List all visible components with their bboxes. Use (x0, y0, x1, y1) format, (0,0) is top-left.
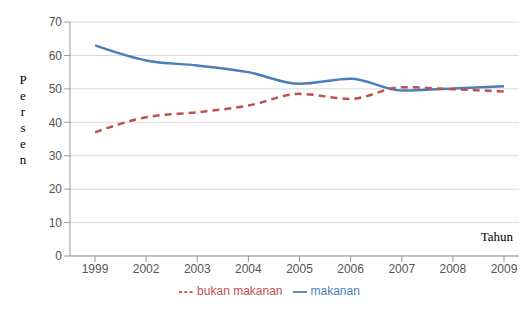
html-text:e: e (20, 88, 26, 103)
svg-text:10: 10 (49, 216, 63, 230)
svg-text:2002: 2002 (133, 262, 160, 276)
svg-text:2003: 2003 (184, 262, 211, 276)
svg-text:2008: 2008 (440, 262, 467, 276)
svg-text:2004: 2004 (235, 262, 262, 276)
svg-text:40: 40 (49, 116, 63, 130)
svg-text:2007: 2007 (388, 262, 415, 276)
svg-text:30: 30 (49, 149, 63, 163)
html-text:s: s (20, 120, 26, 135)
svg-text:2006: 2006 (337, 262, 364, 276)
html-text:bukan makanan: bukan makanan (197, 284, 283, 298)
svg-text:2009: 2009 (491, 262, 518, 276)
html-text:n: n (19, 152, 27, 167)
html-text:r: r (20, 104, 26, 119)
svg-text:50: 50 (49, 82, 63, 96)
html-text:makanan: makanan (310, 284, 360, 298)
svg-text:2005: 2005 (286, 262, 313, 276)
svg-text:70: 70 (49, 15, 63, 29)
svg-text:1999: 1999 (82, 262, 109, 276)
svg-text:60: 60 (49, 49, 63, 63)
html-text:e: e (20, 136, 26, 151)
html-text:Tahun: Tahun (480, 229, 513, 244)
html-text:P: P (19, 72, 27, 87)
svg-text:20: 20 (49, 182, 63, 196)
svg-text:0: 0 (55, 249, 62, 263)
